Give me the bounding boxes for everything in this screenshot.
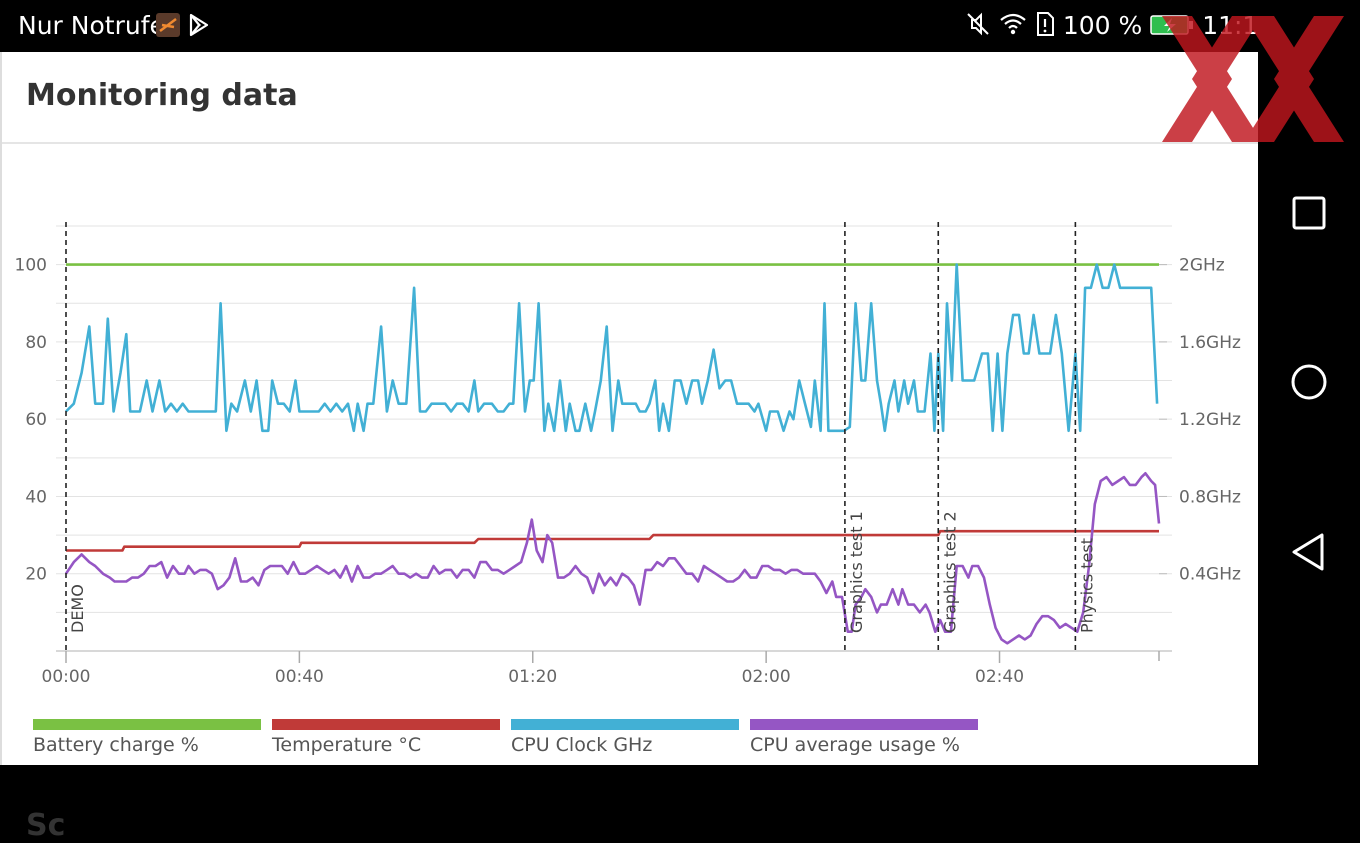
y-right-tick-label: 0.4GHz bbox=[1179, 565, 1241, 585]
legend-item[interactable]: CPU average usage % bbox=[750, 719, 978, 756]
y-left-tick-label: 80 bbox=[25, 333, 47, 353]
marker-label: Graphics test 1 bbox=[847, 511, 866, 633]
xx-logo-icon bbox=[1162, 16, 1344, 142]
sim-alert-icon bbox=[1035, 11, 1055, 43]
home-icon[interactable] bbox=[1288, 361, 1330, 403]
chart-grid bbox=[56, 225, 1172, 652]
y-right-tick-label: 1.2GHz bbox=[1179, 410, 1241, 430]
y-left-tick-label: 60 bbox=[25, 410, 47, 430]
monitoring-card: Monitoring data 20 40 60 80 100 0.4GHz 0.8GHz 1… bbox=[0, 52, 1258, 843]
series-line bbox=[66, 529, 1159, 552]
carrier-label: Nur Notrufe bbox=[18, 11, 165, 40]
battery-percent: 100 % bbox=[1062, 11, 1143, 40]
monitoring-chart: 20 40 60 80 100 0.4GHz 0.8GHz 1.2GHz 1.6GHz 2GHz 0… bbox=[15, 222, 1241, 687]
y-right-tick-label: 2GHz bbox=[1179, 256, 1225, 276]
chart-series bbox=[64, 263, 1161, 645]
x-tick-label: 01:20 bbox=[508, 667, 557, 687]
series-line bbox=[65, 263, 1159, 433]
y-left-tick-label: 20 bbox=[25, 565, 47, 585]
legend-swatch bbox=[272, 719, 500, 730]
marker-label: Physics test bbox=[1077, 538, 1096, 633]
y-right-tick-label: 1.6GHz bbox=[1179, 333, 1241, 353]
legend-swatch bbox=[750, 719, 978, 730]
legend-label: Battery charge % bbox=[33, 734, 199, 756]
legend-label: CPU average usage % bbox=[750, 734, 960, 756]
x-tick-label: 02:40 bbox=[975, 667, 1024, 687]
card-header: Monitoring data bbox=[2, 52, 1258, 144]
back-icon[interactable] bbox=[1288, 531, 1330, 573]
next-section-heading: Sc bbox=[26, 808, 66, 843]
y-right-tick-label: 0.8GHz bbox=[1179, 487, 1241, 507]
page-title: Monitoring data bbox=[26, 78, 298, 113]
x-tick-label: 00:40 bbox=[275, 667, 324, 687]
legend-item[interactable]: CPU Clock GHz bbox=[511, 719, 739, 756]
y-left-tick-label: 100 bbox=[15, 256, 47, 276]
mute-icon bbox=[965, 11, 991, 43]
legend-label: CPU Clock GHz bbox=[511, 734, 653, 756]
app-icon bbox=[156, 13, 180, 37]
x-tick-label: 02:00 bbox=[742, 667, 791, 687]
chart-markers: DEMO Graphics test 1 Graphics test 2 Physic… bbox=[65, 222, 1096, 651]
x-tick-label: 00:00 bbox=[42, 667, 91, 687]
marker-label: Graphics test 2 bbox=[940, 511, 959, 633]
status-bar: Nur Notrufe 100 % 11:17 bbox=[0, 0, 1274, 52]
y-left-tick-label: 40 bbox=[25, 487, 47, 507]
chart-axes: 20 40 60 80 100 0.4GHz 0.8GHz 1.2GHz 1.6GHz 2GHz 0… bbox=[15, 256, 1241, 687]
legend-swatch bbox=[33, 719, 261, 730]
legend-item[interactable]: Battery charge % bbox=[33, 719, 261, 756]
wifi-icon bbox=[999, 11, 1027, 43]
legend-item[interactable]: Temperature °C bbox=[272, 719, 500, 756]
recent-apps-icon[interactable] bbox=[1288, 192, 1330, 234]
marker-label: DEMO bbox=[68, 584, 87, 633]
legend-swatch bbox=[511, 719, 739, 730]
series-line bbox=[64, 472, 1161, 645]
legend-label: Temperature °C bbox=[272, 734, 422, 756]
play-store-icon bbox=[188, 13, 210, 37]
